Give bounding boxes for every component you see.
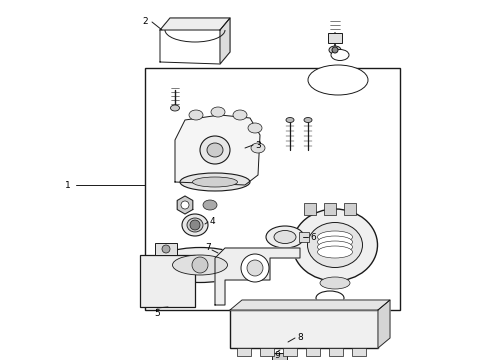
Bar — [237, 348, 251, 356]
Polygon shape — [220, 18, 230, 64]
Polygon shape — [160, 18, 230, 64]
Text: 1: 1 — [65, 180, 71, 189]
Circle shape — [247, 260, 263, 276]
Polygon shape — [160, 18, 230, 30]
Text: 2: 2 — [142, 18, 148, 27]
Bar — [329, 348, 343, 356]
Ellipse shape — [308, 65, 368, 95]
Ellipse shape — [182, 214, 208, 236]
Text: 8: 8 — [297, 333, 303, 342]
Ellipse shape — [274, 230, 296, 243]
Polygon shape — [230, 300, 390, 310]
Bar — [145, 68, 400, 310]
Ellipse shape — [318, 231, 352, 243]
Circle shape — [190, 220, 200, 230]
Bar — [306, 348, 320, 356]
Polygon shape — [378, 300, 390, 348]
Bar — [324, 203, 336, 215]
Bar — [283, 348, 297, 356]
Ellipse shape — [316, 291, 344, 305]
Text: 7: 7 — [205, 243, 211, 252]
Ellipse shape — [318, 246, 352, 258]
Text: 4: 4 — [209, 217, 215, 226]
Ellipse shape — [266, 226, 304, 248]
Polygon shape — [175, 115, 260, 185]
Ellipse shape — [293, 209, 377, 281]
Ellipse shape — [318, 236, 352, 248]
Polygon shape — [177, 196, 193, 214]
Bar — [352, 348, 366, 356]
Ellipse shape — [187, 218, 203, 232]
Ellipse shape — [211, 107, 225, 117]
Bar — [260, 348, 274, 356]
Bar — [155, 243, 177, 255]
Ellipse shape — [286, 117, 294, 122]
Ellipse shape — [207, 143, 223, 157]
Ellipse shape — [200, 136, 230, 164]
Circle shape — [181, 201, 189, 209]
Bar — [140, 255, 195, 307]
Ellipse shape — [203, 200, 217, 210]
Bar — [328, 33, 342, 43]
Ellipse shape — [331, 49, 349, 60]
Text: 9: 9 — [274, 351, 280, 360]
Ellipse shape — [248, 123, 262, 133]
Ellipse shape — [308, 222, 363, 267]
Text: 6: 6 — [310, 233, 316, 242]
Bar — [230, 310, 378, 348]
Ellipse shape — [304, 117, 312, 122]
Text: 3: 3 — [255, 140, 261, 149]
Ellipse shape — [193, 177, 238, 187]
Bar — [299, 232, 309, 242]
Bar — [272, 353, 287, 360]
Ellipse shape — [180, 173, 250, 191]
Circle shape — [162, 245, 170, 253]
Circle shape — [332, 47, 338, 53]
Circle shape — [241, 254, 269, 282]
Text: 5: 5 — [154, 309, 160, 318]
Ellipse shape — [172, 255, 227, 275]
Ellipse shape — [233, 110, 247, 120]
Circle shape — [192, 257, 208, 273]
Ellipse shape — [251, 143, 265, 153]
Ellipse shape — [320, 277, 350, 289]
Polygon shape — [215, 248, 300, 305]
Ellipse shape — [318, 241, 352, 253]
Ellipse shape — [329, 46, 341, 54]
Ellipse shape — [189, 110, 203, 120]
Bar — [304, 203, 316, 215]
Ellipse shape — [152, 248, 247, 283]
Bar — [344, 203, 356, 215]
Ellipse shape — [171, 105, 179, 111]
